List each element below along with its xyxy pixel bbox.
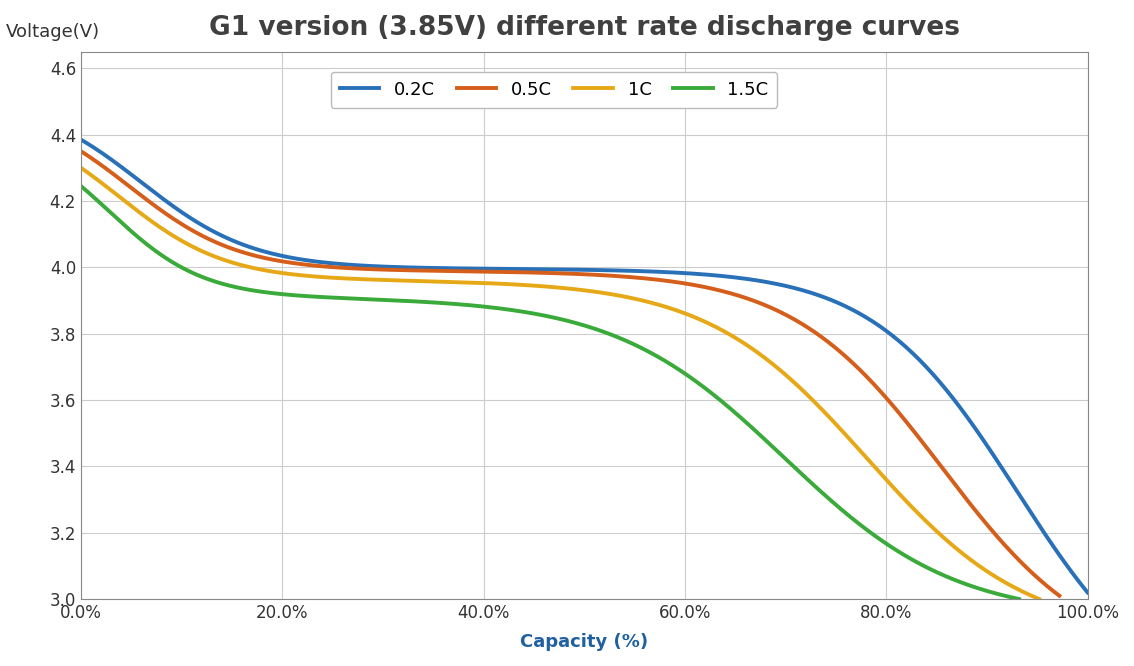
1.5C bbox=[240, 286, 254, 294]
Text: Voltage(V): Voltage(V) bbox=[6, 23, 100, 41]
0.2C bbox=[1081, 588, 1094, 596]
0.5C bbox=[325, 263, 339, 271]
1.5C bbox=[701, 386, 714, 394]
1.5C bbox=[315, 293, 329, 301]
Line: 1.5C: 1.5C bbox=[81, 186, 1019, 599]
1.5C bbox=[499, 305, 513, 313]
1C bbox=[74, 164, 87, 172]
1C bbox=[714, 326, 728, 334]
0.2C bbox=[746, 276, 760, 284]
0.2C bbox=[530, 265, 543, 273]
0.5C bbox=[247, 252, 261, 260]
1C bbox=[1032, 595, 1046, 603]
0.5C bbox=[517, 268, 531, 276]
0.2C bbox=[333, 260, 347, 268]
Line: 1C: 1C bbox=[81, 168, 1039, 599]
0.5C bbox=[651, 276, 665, 284]
1C bbox=[508, 280, 522, 288]
1C bbox=[244, 263, 257, 271]
1C bbox=[638, 297, 652, 305]
0.5C bbox=[74, 147, 87, 155]
Legend: 0.2C, 0.5C, 1C, 1.5C: 0.2C, 0.5C, 1C, 1.5C bbox=[331, 72, 778, 108]
0.2C bbox=[667, 268, 680, 276]
0.2C bbox=[74, 136, 87, 144]
0.5C bbox=[1052, 591, 1066, 599]
1.5C bbox=[1013, 595, 1026, 603]
0.5C bbox=[811, 330, 824, 338]
0.5C bbox=[728, 290, 742, 298]
1.5C bbox=[74, 182, 87, 190]
1.5C bbox=[627, 340, 641, 348]
0.2C bbox=[832, 299, 846, 307]
1C bbox=[321, 274, 335, 282]
Line: 0.5C: 0.5C bbox=[81, 151, 1059, 595]
1C bbox=[796, 386, 810, 394]
Line: 0.2C: 0.2C bbox=[81, 140, 1088, 592]
1.5C bbox=[780, 456, 794, 464]
X-axis label: Capacity (%): Capacity (%) bbox=[521, 633, 649, 651]
Title: G1 version (3.85V) different rate discharge curves: G1 version (3.85V) different rate discha… bbox=[209, 15, 959, 41]
0.2C bbox=[252, 246, 265, 254]
